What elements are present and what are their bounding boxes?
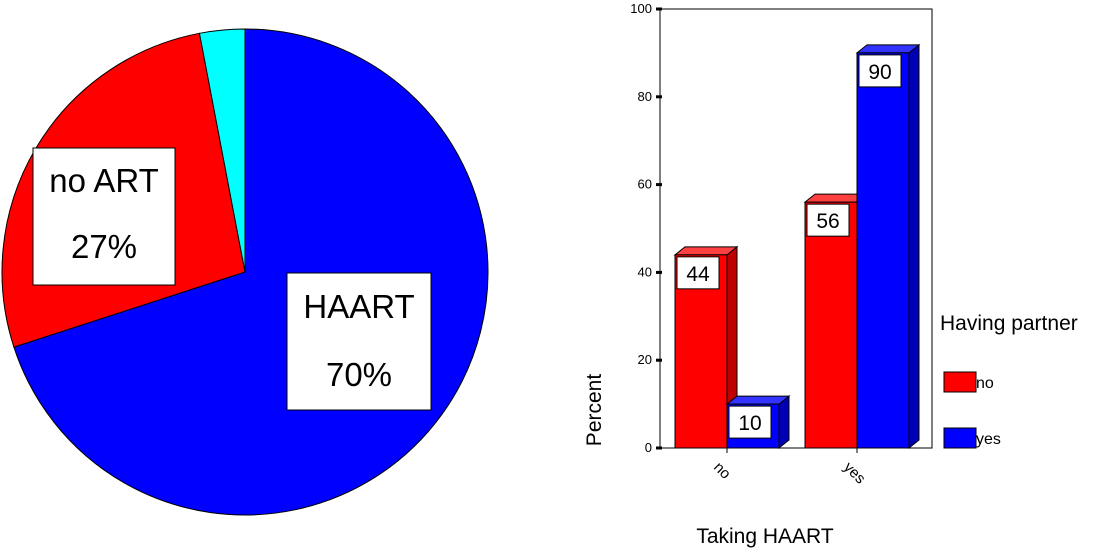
plot-frame [659,8,933,449]
bar-yes-yes [856,52,910,449]
y-tick-label: 20 [638,352,652,367]
pie-label-box-no-art [32,147,176,286]
data-label-yes-no: 10 [738,412,761,435]
legend-label-yes: yes [976,431,1001,448]
x-tick-label: no [710,459,734,483]
pie-value-label-no-art: 27% [71,228,137,265]
data-label-no-no: 44 [686,263,710,286]
bar-top-no-no [673,246,739,256]
data-label-box [728,405,772,439]
data-label-box [858,54,902,88]
data-label-box [676,256,720,290]
data-label-no-yes: 56 [816,210,839,233]
legend-swatch-no [943,371,977,393]
pie-slice-other [198,28,246,273]
bar-top-yes-no [725,395,791,405]
y-tick-label: 40 [638,264,652,279]
legend-label-no: no [976,375,994,392]
y-tick-label: 100 [630,1,652,16]
y-tick-label: 60 [638,177,652,192]
legend-title: Having partner [940,312,1078,335]
y-tick-label: 0 [645,440,652,455]
x-axis-label: Taking HAART [696,525,834,548]
pie-value-label-haart: 70% [326,356,392,393]
pie-label-haart: HAART [303,288,414,325]
data-label-box [806,203,850,237]
legend-swatch-yes [943,427,977,449]
bar-no-yes [804,201,858,449]
y-axis-label: Percent [583,374,606,447]
x-tick-label: yes [840,459,869,488]
y-tick-label: 80 [638,89,652,104]
bar-top-yes-yes [855,44,921,54]
pie-label-box-haart [286,272,432,411]
bar-side-yes-yes [908,43,920,450]
bar-side-yes-no [778,395,790,450]
pie-label-no-art: no ART [49,162,158,199]
data-label-yes-yes: 90 [868,61,891,84]
